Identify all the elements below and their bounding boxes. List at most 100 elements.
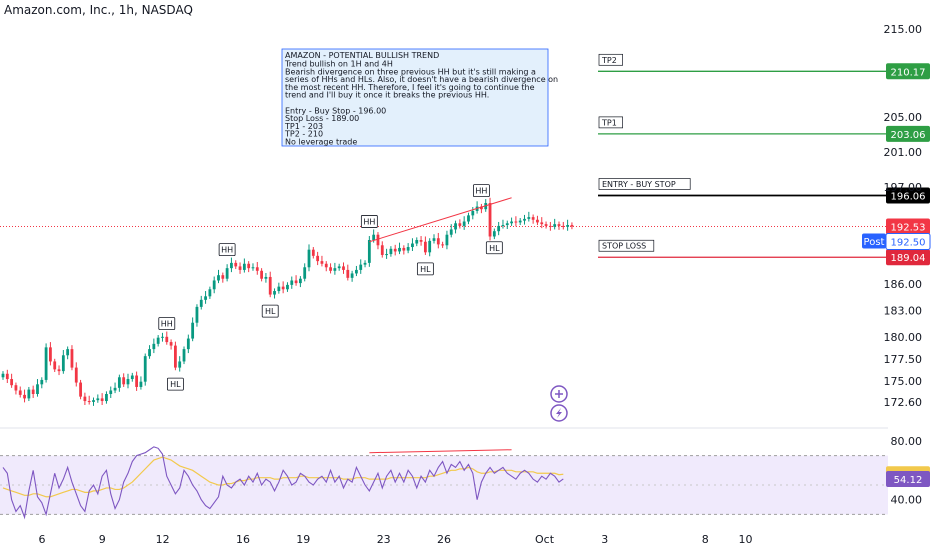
candle-body — [385, 254, 388, 256]
last-price-label: 192.53 — [891, 223, 926, 234]
candle — [411, 238, 414, 251]
note-line: trend and I'll buy it once it breaks the… — [285, 91, 489, 100]
candle-body — [234, 262, 238, 267]
time-tick-label: 3 — [601, 533, 608, 546]
level-2: ENTRY - BUY STOP 196.06 — [598, 178, 930, 204]
candle-body — [1, 373, 5, 378]
candle-body — [458, 223, 462, 226]
candle — [53, 358, 57, 372]
candle-body — [350, 273, 354, 278]
candle-body — [553, 224, 557, 227]
candle-body — [255, 267, 259, 271]
candle-body — [320, 261, 324, 264]
candle-body — [428, 240, 432, 253]
candle — [402, 245, 406, 255]
candle-body — [221, 275, 225, 279]
candle-body — [329, 267, 332, 271]
candle — [342, 262, 345, 274]
annotation-box — [261, 304, 279, 318]
candle-body — [281, 286, 285, 290]
level-name: STOP LOSS — [602, 242, 646, 251]
candle — [221, 272, 225, 283]
candle — [367, 236, 371, 267]
candle-body — [117, 377, 121, 388]
candle-body — [10, 379, 14, 386]
annotation-box — [473, 184, 490, 198]
candle — [316, 251, 320, 266]
candle-body — [27, 389, 31, 399]
candle-body — [135, 375, 139, 387]
candle — [432, 234, 436, 244]
candle-body — [471, 210, 475, 216]
candle — [61, 350, 65, 374]
price-tick-label: 197.00 — [884, 181, 923, 194]
candle — [346, 264, 350, 281]
candle-body — [199, 299, 203, 307]
post-tag — [862, 233, 886, 249]
candle-body — [14, 385, 18, 391]
annotations-group: HH HL HH HL HH HL HH HL — [158, 184, 503, 391]
axis-labels-group: 215.00 205.00 201.00 197.00 186.00 183.00 180.… — [39, 23, 923, 546]
candle — [148, 345, 151, 359]
candle-body — [307, 249, 311, 268]
candle — [458, 219, 462, 229]
candle-body — [497, 225, 501, 232]
annotation-label: HH — [218, 243, 236, 257]
candle — [31, 385, 35, 398]
candle — [251, 263, 255, 271]
candle — [247, 261, 251, 273]
candle-body — [380, 245, 384, 255]
note-title: AMAZON - POTENTIAL BULLISH TREND — [285, 51, 439, 60]
annotation-text: HH — [221, 246, 233, 255]
candle — [100, 393, 104, 405]
candle — [454, 220, 457, 234]
candle — [540, 217, 544, 229]
candle — [501, 219, 505, 229]
candle — [230, 257, 233, 273]
candle — [419, 236, 423, 246]
candle — [18, 386, 22, 398]
price-tick-label: 183.00 — [884, 304, 923, 317]
candle-body — [286, 284, 289, 290]
annotation-label: HH — [158, 317, 176, 330]
annotation-text: HH — [363, 217, 375, 226]
candle-body — [488, 203, 492, 237]
candle — [423, 236, 427, 255]
candle-body — [311, 249, 315, 256]
candle-body — [260, 270, 263, 279]
candle-body — [445, 234, 449, 246]
candle — [467, 212, 470, 225]
candle-body — [346, 269, 350, 278]
candle — [544, 221, 548, 229]
annotation-text: HL — [489, 244, 500, 253]
rsi-lines-group — [2, 446, 564, 520]
candle — [561, 221, 565, 230]
level-name-box — [598, 116, 623, 129]
candle — [380, 241, 384, 258]
last-price-tag — [886, 218, 930, 235]
candle-body — [143, 356, 147, 382]
time-tick-label: 10 — [739, 533, 753, 546]
note-line: series of HHs and HLs. Also, it doesn't … — [285, 75, 558, 84]
level-name-box — [598, 239, 655, 252]
candle — [273, 288, 276, 299]
candle-body — [238, 266, 242, 270]
note-box — [281, 48, 549, 147]
candle-body — [139, 381, 143, 387]
annotation-box — [416, 262, 434, 276]
time-tick-label: 19 — [296, 533, 310, 546]
add-icon[interactable] — [550, 385, 568, 403]
lightning-icon[interactable] — [550, 404, 568, 422]
candle-body — [156, 337, 160, 344]
candle-body — [109, 390, 113, 394]
note-line: the most recent HH. Therefore, I feel it… — [285, 83, 535, 92]
level-name: ENTRY - BUY STOP — [602, 180, 676, 189]
annotation-box — [360, 215, 378, 228]
candle-body — [169, 342, 173, 346]
candle — [355, 265, 358, 277]
candle-body — [398, 247, 401, 252]
candle — [40, 377, 44, 389]
candle — [557, 221, 561, 230]
level-name-box — [598, 178, 691, 190]
